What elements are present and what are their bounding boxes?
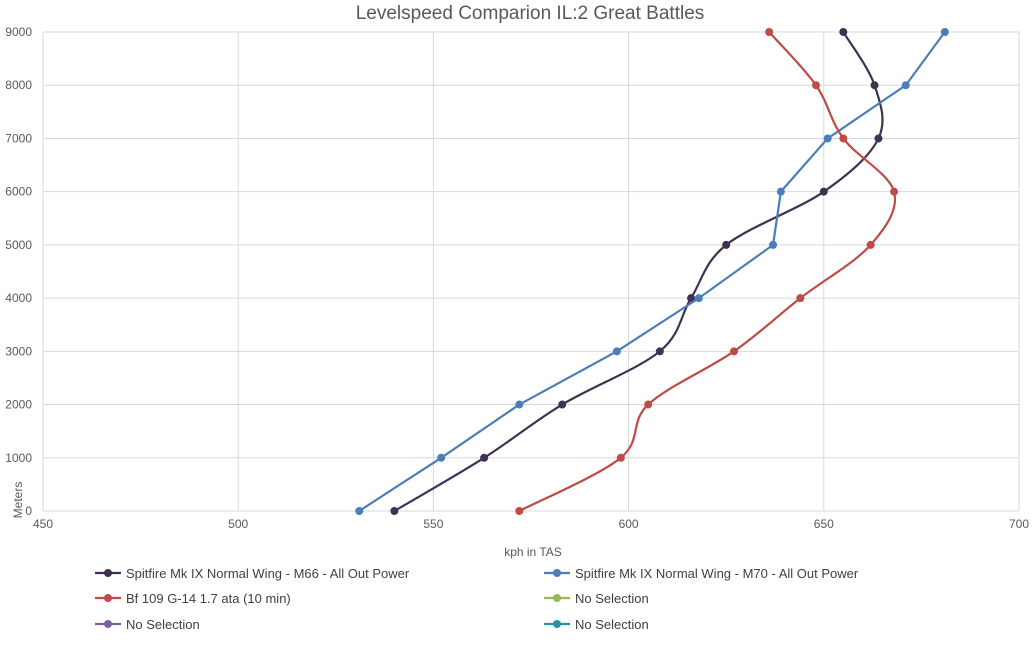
x-tick-label: 550 — [423, 517, 443, 531]
legend-marker — [104, 620, 112, 628]
y-tick-label: 5000 — [5, 238, 32, 252]
y-tick-label: 8000 — [5, 78, 32, 92]
legend-label: Spitfire Mk IX Normal Wing - M66 - All O… — [126, 566, 410, 581]
data-point — [644, 400, 653, 409]
data-point — [765, 28, 774, 36]
data-point — [776, 187, 785, 196]
data-point — [940, 28, 949, 36]
data-point — [480, 453, 489, 462]
data-point — [355, 507, 364, 515]
data-point — [515, 507, 524, 515]
data-point — [722, 240, 731, 249]
y-tick-label: 7000 — [5, 131, 32, 145]
legend-marker — [104, 569, 112, 577]
x-tick-label: 650 — [814, 517, 834, 531]
data-point — [616, 453, 625, 462]
data-point — [890, 187, 899, 196]
data-point — [874, 134, 883, 143]
data-point — [655, 347, 664, 356]
series-line — [393, 31, 884, 512]
data-point — [437, 453, 446, 462]
legend-marker — [553, 620, 561, 628]
data-point — [390, 507, 399, 515]
data-point — [819, 187, 828, 196]
y-tick-label: 3000 — [5, 344, 32, 358]
legend: Spitfire Mk IX Normal Wing - M66 - All O… — [95, 566, 859, 632]
legend-label: Bf 109 G-14 1.7 ata (10 min) — [126, 591, 291, 606]
y-tick-label: 2000 — [5, 398, 32, 412]
y-tick-label: 1000 — [5, 451, 32, 465]
x-tick-label: 450 — [33, 517, 53, 531]
series-line — [518, 31, 897, 512]
data-point — [515, 400, 524, 409]
data-point — [866, 240, 875, 249]
y-axis-label: Meters — [11, 482, 25, 519]
data-point — [839, 28, 848, 36]
y-tick-label: 6000 — [5, 185, 32, 199]
data-point — [870, 81, 879, 90]
legend-label: No Selection — [575, 617, 649, 632]
tick-labels: 450 500 550 600 650 7000100020003000400050006… — [5, 25, 1029, 531]
data-point — [730, 347, 739, 356]
legend-marker — [104, 594, 112, 602]
legend-label: Spitfire Mk IX Normal Wing - M70 - All O… — [575, 566, 859, 581]
data-point — [612, 347, 621, 356]
data-point — [811, 81, 820, 90]
x-tick-label: 700 — [1009, 517, 1029, 531]
data-point — [769, 240, 778, 249]
x-tick-label: 600 — [619, 517, 639, 531]
data-point — [796, 294, 805, 303]
data-point — [901, 81, 910, 90]
chart-title: Levelspeed Comparion IL:2 Great Battles — [356, 3, 705, 24]
legend-label: No Selection — [126, 617, 200, 632]
legend-label: No Selection — [575, 591, 649, 606]
y-tick-label: 0 — [25, 504, 32, 518]
x-tick-label: 500 — [228, 517, 248, 531]
series-layer — [355, 28, 949, 515]
legend-marker — [553, 594, 561, 602]
data-point — [839, 134, 848, 143]
y-tick-label: 9000 — [5, 25, 32, 39]
legend-marker — [553, 569, 561, 577]
data-point — [687, 294, 696, 303]
data-point — [823, 134, 832, 143]
data-point — [558, 400, 567, 409]
data-point — [694, 294, 703, 303]
y-tick-label: 4000 — [5, 291, 32, 305]
x-axis-label: kph in TAS — [504, 545, 562, 559]
gridlines — [42, 31, 1020, 512]
series-line — [358, 31, 946, 512]
